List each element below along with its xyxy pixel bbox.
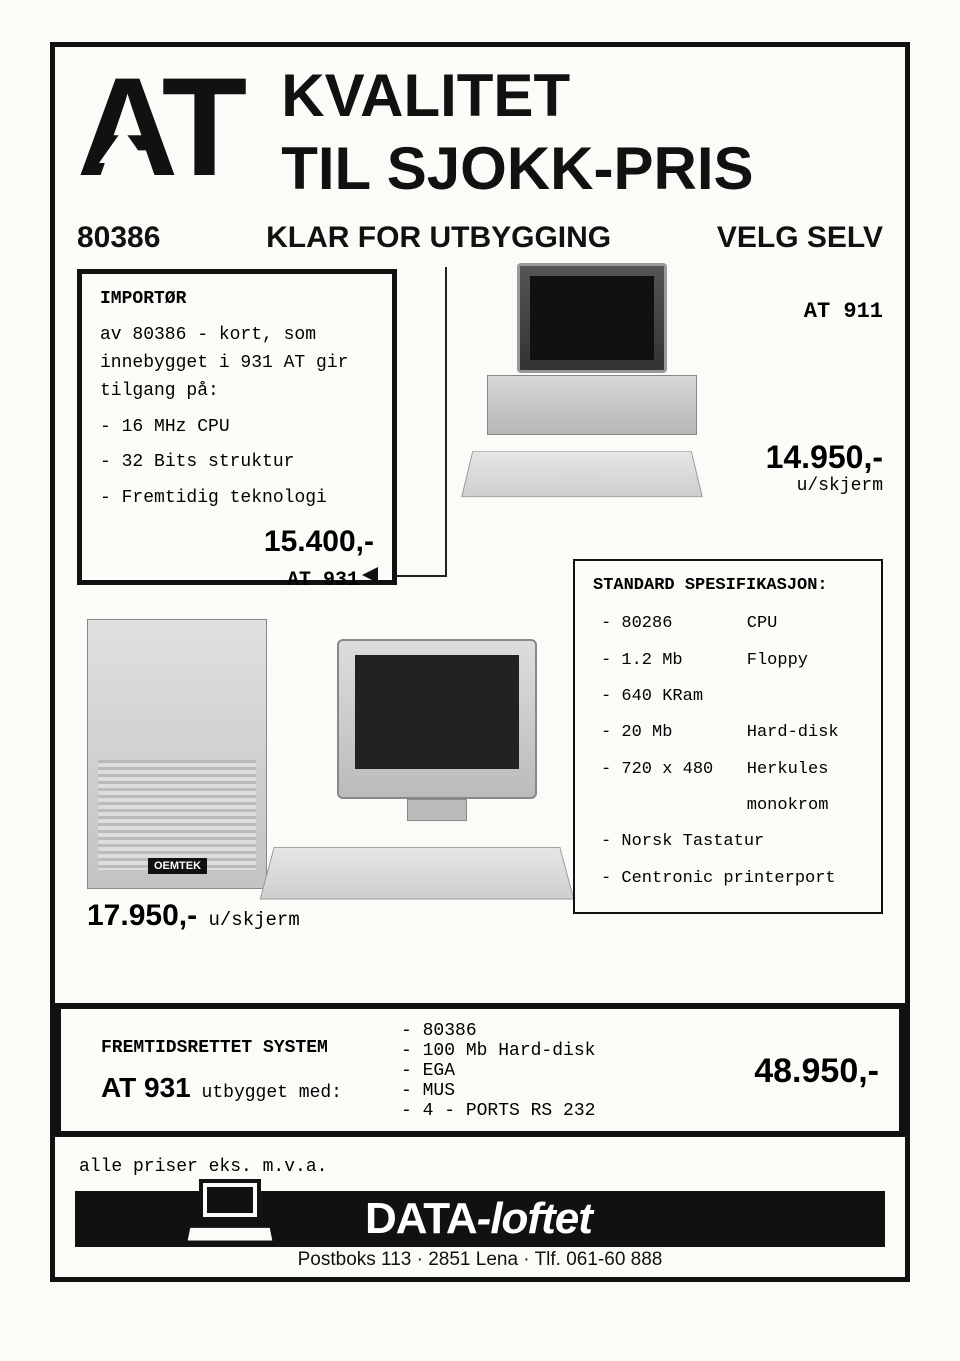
keyboard-icon (461, 451, 703, 497)
future-item: 4 - PORTS RS 232 (401, 1101, 734, 1121)
monitor-icon (517, 263, 667, 373)
sub-right: VELG SELV (717, 221, 883, 255)
spec-box: STANDARD SPESIFIKASJON: - 80286CPU - 1.2… (573, 559, 883, 914)
at931-sub: u/skjerm (209, 909, 300, 931)
spec-row: - 720 x 480Herkules (595, 753, 861, 787)
future-box: FREMTIDSRETTET SYSTEM AT 931 utbygget me… (55, 1003, 905, 1137)
future-model: AT 931 utbygget med: (101, 1072, 381, 1104)
spec-row: - Centronic printerport (595, 862, 861, 896)
company-address: Postboks 113 · 2851 Lena · Tlf. 061-60 8… (55, 1249, 905, 1271)
future-list: 80386 100 Mb Hard-disk EGA MUS 4 - PORTS… (401, 1021, 734, 1121)
importer-price: 15.400,- (100, 519, 374, 566)
at931-price-block: 17.950,- u/skjerm (87, 899, 300, 933)
future-title: FREMTIDSRETTET SYSTEM (101, 1038, 381, 1058)
importer-lead: av 80386 - kort, som innebygget i 931 AT… (100, 322, 374, 406)
future-item: 100 Mb Hard-disk (401, 1041, 734, 1061)
headline-2: TIL SJOKK-PRIS (281, 134, 753, 203)
company-name-bold: DATA (365, 1194, 477, 1243)
at931-image: OEMTEK (77, 589, 567, 919)
spec-row: - Norsk Tastatur (595, 825, 861, 859)
headline-1: KVALITET (281, 61, 753, 130)
imp-bullet-2: Fremtidig teknologi (122, 488, 327, 508)
sub-left: 80386 (77, 221, 160, 255)
spec-row: - 1.2 MbFloppy (595, 644, 861, 678)
imp-bullet-0: 16 MHz CPU (122, 417, 230, 437)
monitor-stand-icon (407, 799, 467, 821)
imp-bullet-1: 32 Bits struktur (122, 452, 295, 472)
footnote: alle priser eks. m.v.a. (79, 1157, 327, 1177)
at911-price: 14.950,- (766, 439, 883, 476)
importer-title: IMPORTØR (100, 286, 374, 314)
future-model-bold: AT 931 (101, 1072, 191, 1103)
spec-row: - 20 MbHard-disk (595, 716, 861, 750)
future-item: MUS (401, 1081, 734, 1101)
sub-mid: KLAR FOR UTBYGGING (266, 221, 611, 255)
logo-cut-triangle (99, 129, 147, 163)
logo-at: AT (77, 67, 241, 186)
logo-text: AT (77, 48, 241, 205)
importer-box: IMPORTØR av 80386 - kort, som innebygget… (77, 269, 397, 585)
company-bar: DATA-loftet (75, 1191, 885, 1247)
monitor-icon (337, 639, 537, 799)
at911-image (457, 263, 707, 513)
at931-price: 17.950,- (87, 899, 197, 932)
future-item: 80386 (401, 1021, 734, 1041)
at911-price-block: 14.950,- u/skjerm (766, 439, 883, 496)
at911-sub: u/skjerm (766, 476, 883, 496)
ad-frame: AT KVALITET TIL SJOKK-PRIS 80386 KLAR FO… (50, 42, 910, 1282)
spec-row: - 80286CPU (595, 607, 861, 641)
spec-title: STANDARD SPESIFIKASJON: (593, 573, 863, 599)
callout-line-v (445, 267, 447, 577)
future-model-suffix: utbygget med: (191, 1083, 342, 1103)
spec-c0: - 80286 (595, 607, 739, 641)
arrow-icon (362, 567, 378, 583)
spec-row: monokrom (595, 789, 861, 823)
case-icon (487, 375, 697, 435)
company-name: DATA-loftet (365, 1194, 592, 1244)
company-name-italic: -loftet (477, 1194, 592, 1243)
tower-brand: OEMTEK (148, 858, 207, 874)
future-item: EGA (401, 1061, 734, 1081)
at911-label: AT 911 (804, 299, 883, 324)
spec-row: - 640 KRam (595, 680, 861, 714)
header: AT KVALITET TIL SJOKK-PRIS (77, 67, 883, 203)
tower-icon: OEMTEK (87, 619, 267, 889)
sub-header-row: 80386 KLAR FOR UTBYGGING VELG SELV (77, 221, 883, 255)
keyboard-icon (260, 847, 575, 899)
mid-area: IMPORTØR av 80386 - kort, som innebygget… (77, 269, 883, 969)
laptop-icon (185, 1179, 275, 1249)
future-price: 48.950,- (754, 1052, 879, 1091)
spec-c1: CPU (741, 607, 861, 641)
